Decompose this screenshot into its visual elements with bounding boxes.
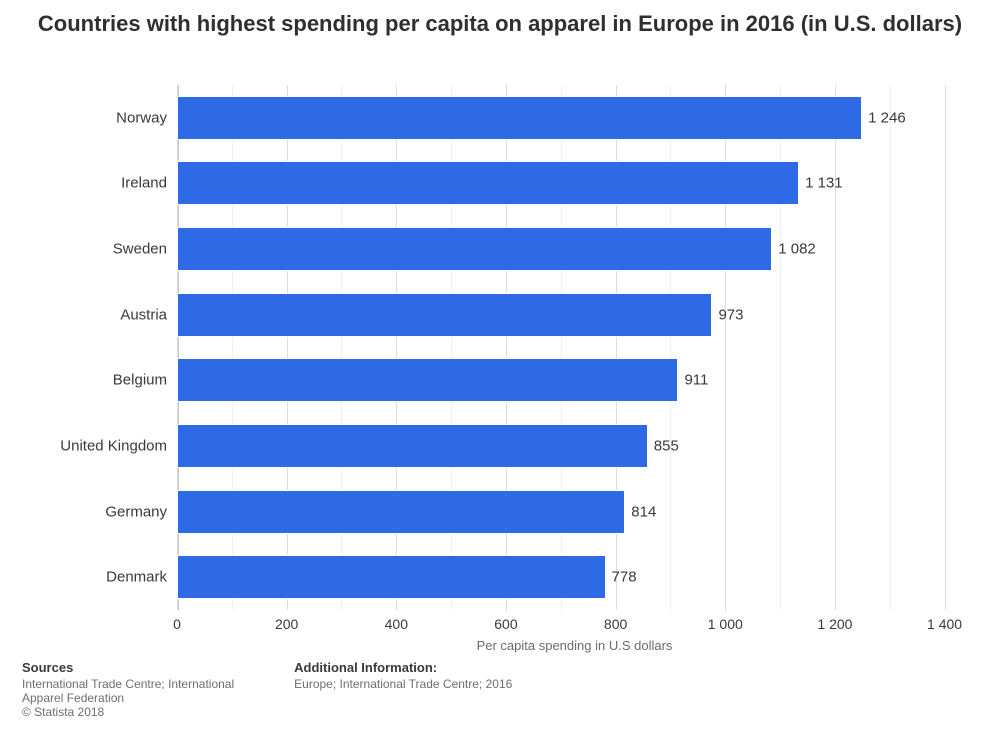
bar-row: 778Denmark [177,555,972,599]
x-axis-title: Per capita spending in U.S dollars [177,638,972,653]
bar-row: 973Austria [177,293,972,337]
x-tick-label: 1 200 [817,616,852,632]
copyright-line: © Statista 2018 [22,705,234,719]
bar-row: 1 131Ireland [177,161,972,205]
bar-value-label: 855 [654,437,679,454]
chart-footer: Sources International Trade Centre; Inte… [22,660,978,719]
plot-area: Per capita spending in U.S dollars 02004… [177,85,972,610]
category-label: Sweden [113,241,167,258]
x-tick-label: 600 [494,616,517,632]
sources-line: Apparel Federation [22,691,234,705]
x-tick-label: 400 [385,616,408,632]
additional-info-block: Additional Information: Europe; Internat… [294,660,512,719]
bar [177,227,772,271]
bar [177,161,799,205]
bar-value-label: 1 131 [805,175,843,192]
sources-heading: Sources [22,660,234,675]
bar-value-label: 814 [631,503,656,520]
bar-row: 911Belgium [177,358,972,402]
category-label: Germany [105,503,167,520]
bar-row: 814Germany [177,490,972,534]
x-tick-label: 1 400 [927,616,962,632]
x-tick-label: 800 [604,616,627,632]
bar [177,358,678,402]
category-label: Belgium [113,372,167,389]
chart-title: Countries with highest spending per capi… [0,10,1000,38]
x-tick-label: 0 [173,616,181,632]
bar [177,424,648,468]
x-tick-label: 200 [275,616,298,632]
bar-value-label: 911 [684,372,708,389]
category-label: United Kingdom [60,437,167,454]
bar-row: 1 246Norway [177,96,972,140]
bar [177,293,712,337]
bar-value-label: 973 [718,306,743,323]
bar-row: 1 082Sweden [177,227,972,271]
bar-value-label: 1 246 [868,109,906,126]
additional-info-line: Europe; International Trade Centre; 2016 [294,677,512,691]
category-label: Ireland [121,175,167,192]
additional-info-heading: Additional Information: [294,660,512,675]
bar [177,490,625,534]
category-label: Denmark [106,569,167,586]
chart-container: { "title": "Countries with highest spend… [0,0,1000,743]
bar-value-label: 1 082 [778,241,816,258]
bar-row: 855United Kingdom [177,424,972,468]
category-label: Norway [116,109,167,126]
bar-value-label: 778 [612,569,637,586]
sources-line: International Trade Centre; Internationa… [22,677,234,691]
category-label: Austria [120,306,167,323]
x-tick-label: 1 000 [708,616,743,632]
bar [177,96,862,140]
sources-block: Sources International Trade Centre; Inte… [22,660,234,719]
bar [177,555,606,599]
